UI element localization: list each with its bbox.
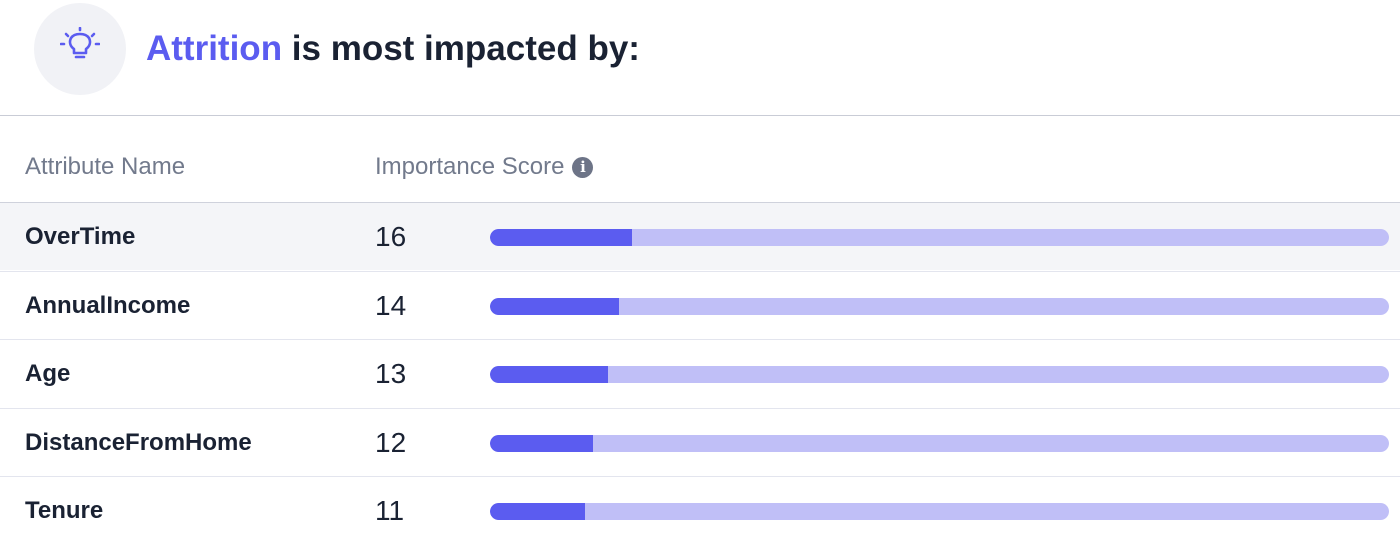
importance-bar-fill	[490, 503, 586, 520]
importance-score: 12	[375, 426, 407, 458]
importance-bar-fill	[490, 434, 594, 452]
importance-bar-track	[490, 366, 1389, 383]
title-rest: is most impacted by:	[282, 29, 640, 68]
importance-score: 13	[375, 358, 407, 389]
page-title: Attrition is most impacted by:	[146, 27, 640, 71]
importance-score: 14	[375, 289, 407, 321]
importance-bar-track	[490, 229, 1389, 246]
column-header-importance-score: Importance Score i	[375, 147, 594, 187]
table-row[interactable]: AnnualIncome 14	[0, 270, 1400, 339]
importance-bar-fill	[490, 229, 633, 246]
importance-bar-fill	[490, 366, 608, 383]
column-header-attribute-name: Attribute Name	[25, 153, 186, 180]
importance-bar-track	[490, 503, 1389, 520]
importance-bar-fill	[490, 297, 620, 315]
attribute-name: Age	[25, 360, 71, 387]
table-row[interactable]: DistanceFromHome 12	[0, 407, 1400, 476]
insight-header: Attrition is most impacted by:	[0, 0, 1400, 116]
table-row[interactable]: OverTime 16	[0, 202, 1400, 270]
attribute-name: DistanceFromHome	[25, 428, 252, 456]
importance-score: 11	[375, 495, 405, 526]
icon-badge	[34, 3, 126, 95]
importance-bar-track	[490, 434, 1389, 452]
attribute-name: Tenure	[25, 497, 104, 524]
info-icon[interactable]: i	[572, 156, 594, 178]
title-accent: Attrition	[146, 29, 283, 68]
importance-bar-track	[490, 297, 1389, 315]
importance-score: 16	[375, 221, 407, 252]
lightbulb-icon	[60, 27, 100, 59]
table-row[interactable]: Age 13	[0, 339, 1400, 407]
table-row[interactable]: Tenure 11	[0, 476, 1400, 544]
attribute-name: AnnualIncome	[25, 291, 191, 319]
attribute-name: OverTime	[25, 223, 136, 250]
column-header-label: Importance Score	[375, 153, 565, 180]
